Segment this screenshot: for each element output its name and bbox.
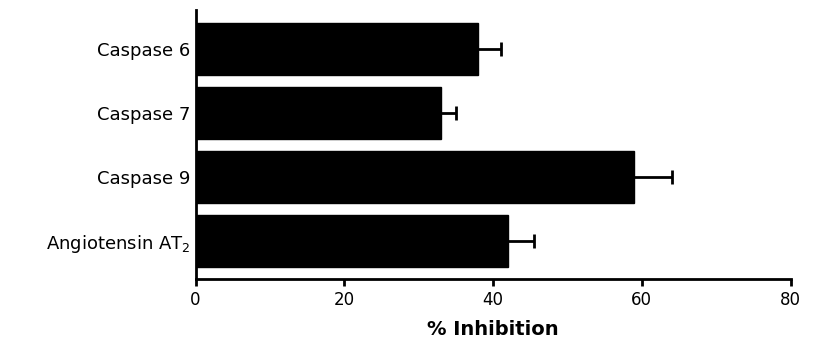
Bar [196,215,508,267]
Bar [196,87,441,139]
X-axis label: % Inhibition: % Inhibition [427,320,559,339]
Bar [196,150,634,203]
Bar [196,23,478,75]
